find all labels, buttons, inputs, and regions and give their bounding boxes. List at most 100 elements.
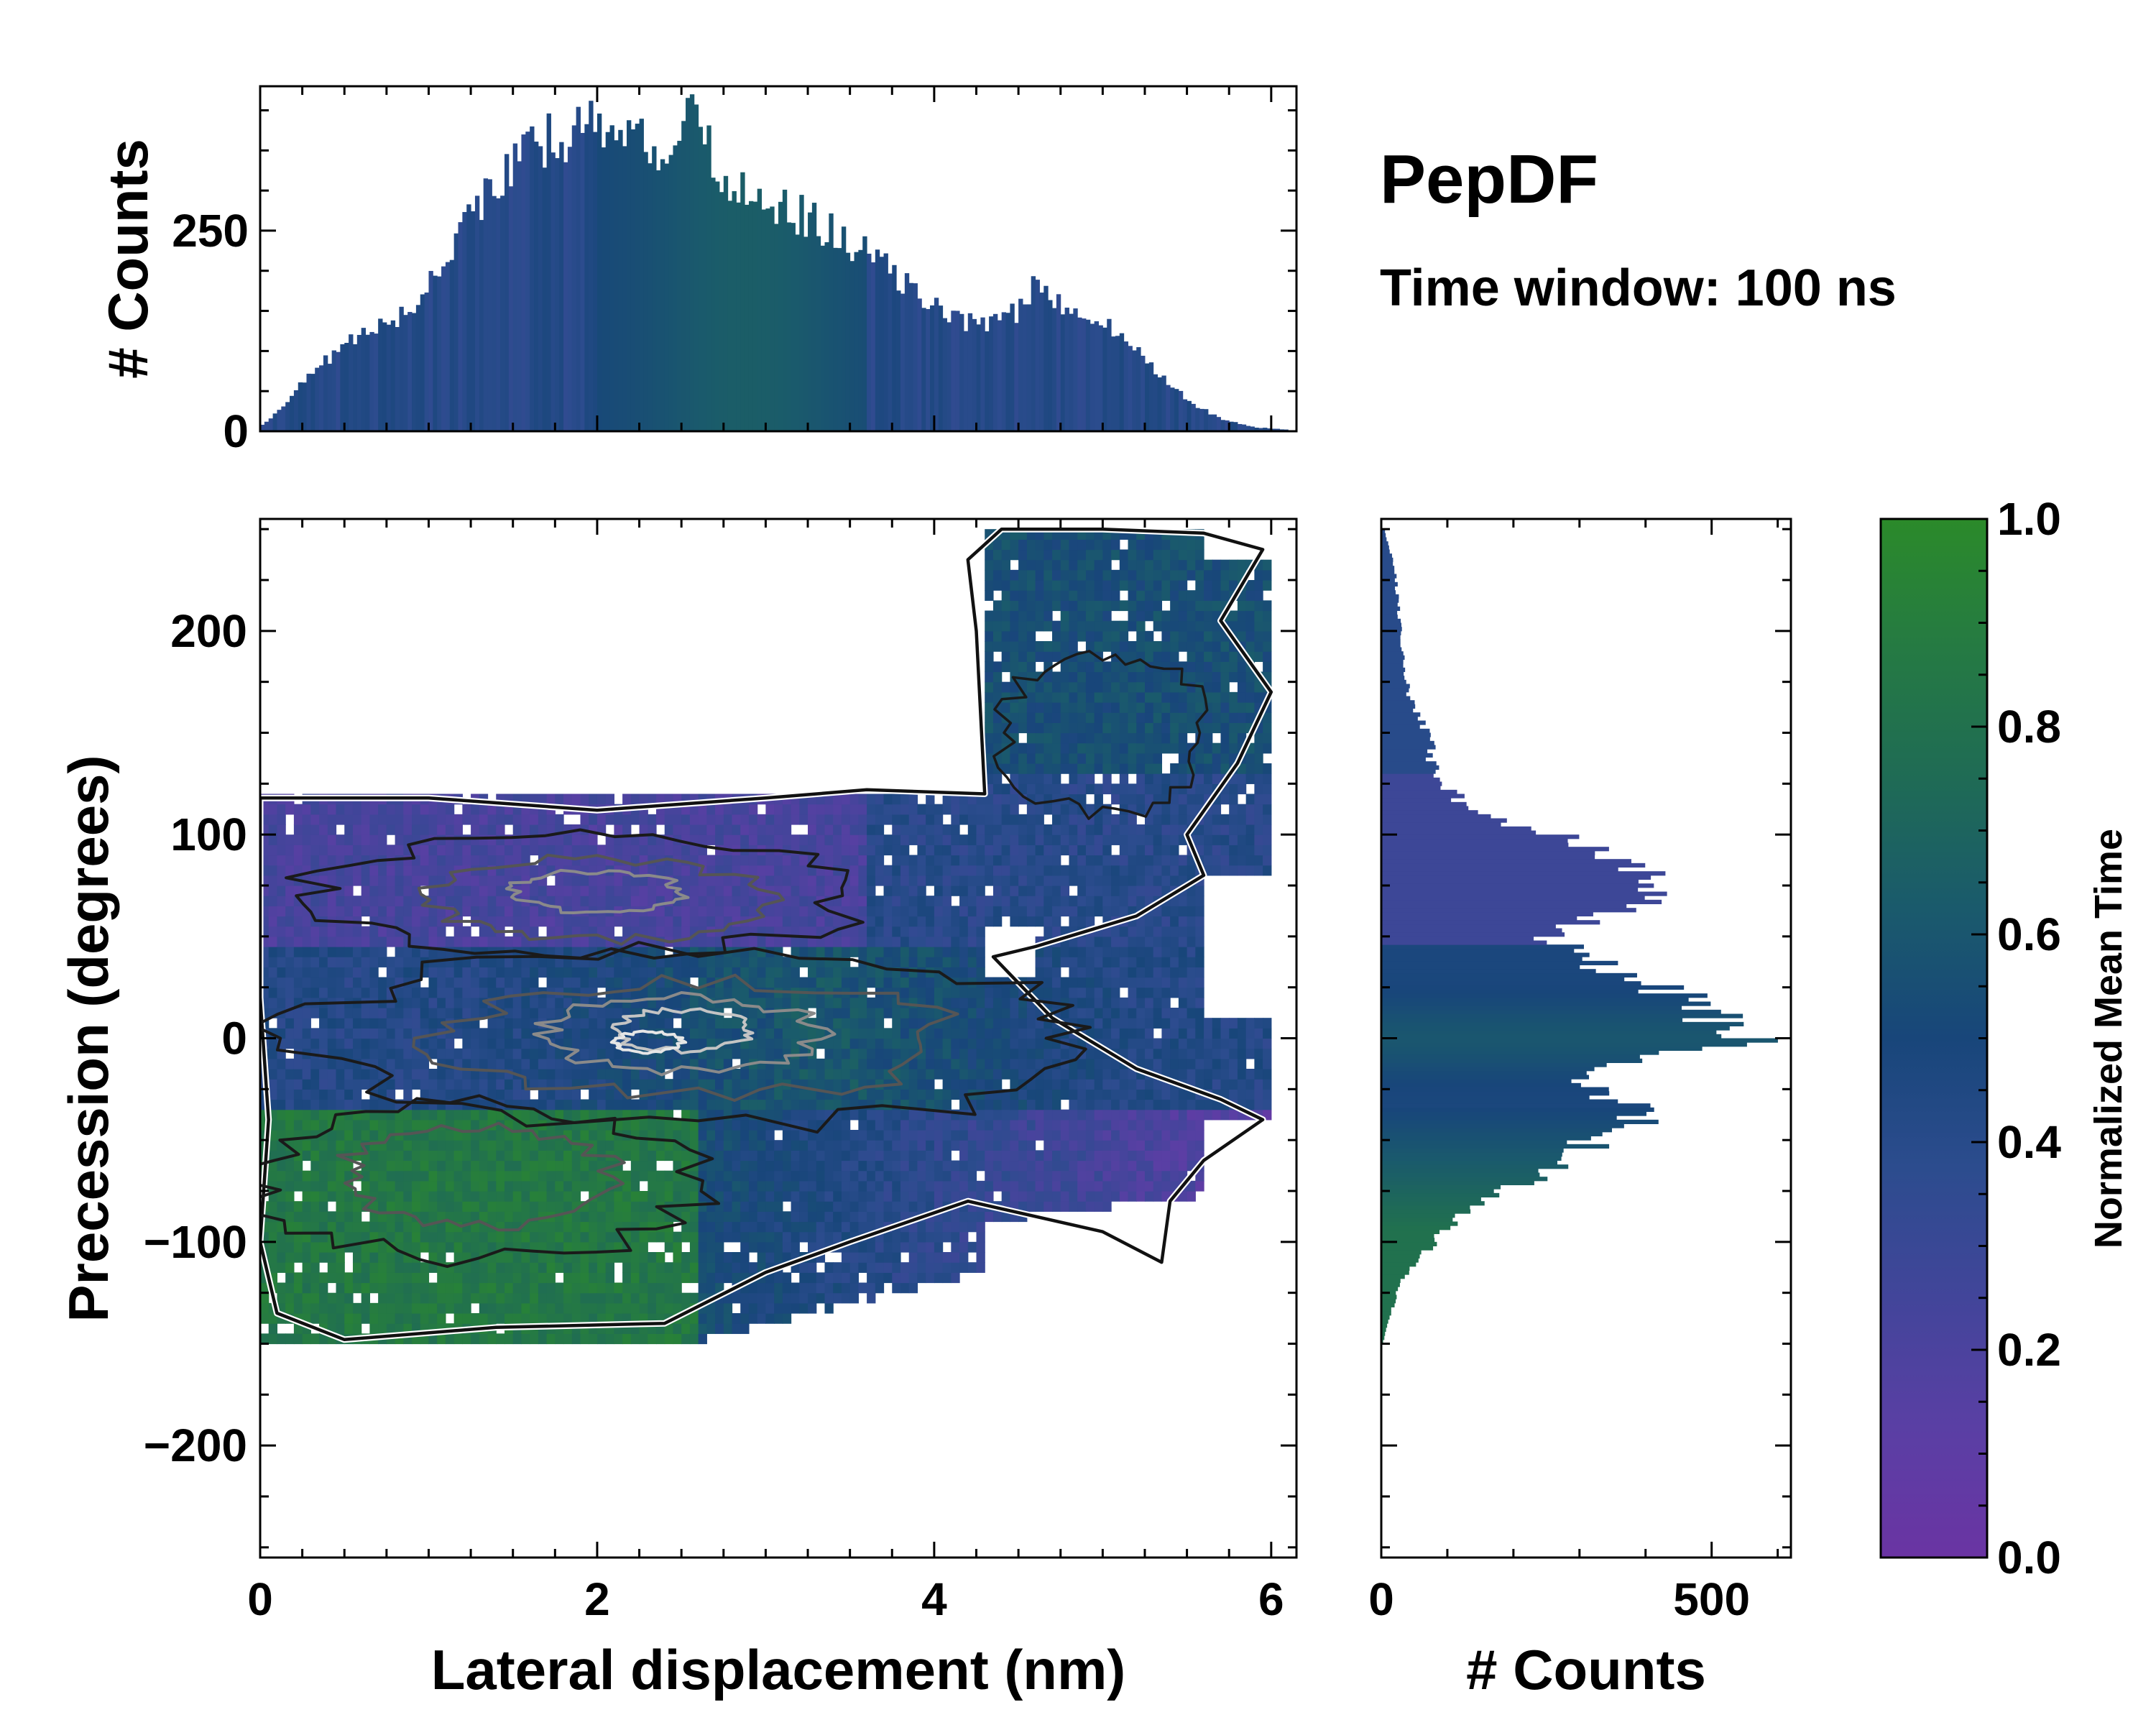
heatmap-cell	[589, 1252, 598, 1263]
heatmap-cell	[892, 865, 901, 876]
heatmap-cell	[900, 1018, 910, 1029]
heatmap-cell	[875, 1140, 885, 1151]
heatmap-cell	[622, 1069, 632, 1080]
heatmap-cell	[833, 794, 842, 805]
heatmap-cell	[664, 1048, 674, 1059]
heatmap-cell	[926, 1241, 935, 1253]
heatmap-cell	[849, 1130, 859, 1141]
heatmap-cell	[849, 865, 859, 876]
heatmap-cell	[1010, 590, 1019, 601]
heatmap-cell	[563, 977, 573, 988]
heatmap-cell	[824, 875, 834, 886]
heatmap-cell	[917, 1069, 926, 1080]
heatmap-cell	[479, 1241, 489, 1253]
heatmap-cell	[479, 1028, 489, 1039]
heatmap-cell	[395, 865, 404, 876]
heatmap-cell	[992, 641, 1003, 652]
heatmap-cell	[892, 794, 901, 805]
heatmap-cell	[867, 845, 876, 856]
heatmap-cell	[453, 1069, 463, 1080]
heatmap-cell	[571, 1272, 581, 1284]
heatmap-cell	[361, 1160, 370, 1172]
heatmap-cell	[546, 1272, 556, 1284]
heatmap-cell	[538, 824, 548, 835]
heatmap-cell	[428, 1191, 438, 1202]
heatmap-cell	[639, 886, 648, 896]
heatmap-cell	[336, 1323, 345, 1334]
heatmap-cell	[471, 936, 480, 947]
heatmap-cell	[799, 916, 808, 927]
heatmap-cell	[521, 1008, 530, 1018]
heatmap-cell	[992, 804, 1003, 815]
heatmap-cell	[571, 1028, 581, 1039]
heatmap-cell	[487, 957, 497, 967]
heatmap-cell	[959, 814, 969, 825]
heatmap-cell	[369, 875, 379, 886]
heatmap-cell	[656, 1180, 665, 1192]
heatmap-cell	[664, 1323, 674, 1334]
heatmap-cell	[386, 886, 396, 896]
heatmap-cell	[791, 1140, 800, 1151]
heatmap-cell	[867, 896, 876, 906]
heatmap-cell	[546, 916, 556, 927]
heatmap-cell	[992, 1180, 1003, 1192]
heatmap-cell	[530, 997, 539, 1008]
heatmap-cell	[976, 845, 985, 856]
top-histogram-bar	[630, 129, 636, 432]
heatmap-cell	[369, 906, 379, 917]
heatmap-cell	[589, 1221, 598, 1233]
heatmap-cell	[319, 824, 328, 835]
heatmap-cell	[867, 1089, 876, 1100]
top-histogram-bar	[563, 162, 568, 432]
heatmap-cell	[757, 967, 767, 978]
heatmap-cell	[926, 794, 935, 805]
heatmap-cell	[361, 987, 370, 998]
heatmap-cell	[471, 1038, 480, 1049]
heatmap-cell	[689, 1069, 699, 1080]
heatmap-cell	[277, 916, 286, 927]
heatmap-cell	[824, 1130, 834, 1141]
heatmap-cell	[858, 875, 867, 886]
top-histogram-bar	[900, 293, 906, 431]
heatmap-cell	[277, 865, 286, 876]
top-histogram-bar	[369, 331, 374, 431]
heatmap-cell	[386, 957, 396, 967]
heatmap-cell	[774, 1140, 783, 1151]
heatmap-cell	[748, 1211, 758, 1223]
heatmap-cell	[892, 1048, 901, 1059]
heatmap-cell	[352, 1038, 362, 1049]
heatmap-cell	[310, 1140, 320, 1151]
heatmap-cell	[934, 834, 944, 845]
heatmap-cell	[985, 997, 994, 1008]
heatmap-cell	[900, 926, 910, 937]
heatmap-cell	[512, 1333, 522, 1345]
top-histogram-bar	[483, 178, 489, 432]
heatmap-cell	[344, 1191, 354, 1202]
heatmap-cell	[327, 1180, 337, 1192]
top-histogram-bar	[829, 213, 834, 431]
heatmap-cell	[833, 834, 842, 845]
heatmap-cell	[900, 896, 910, 906]
heatmap-cell	[959, 855, 969, 866]
heatmap-cell	[395, 1231, 404, 1243]
heatmap-cell	[369, 936, 379, 947]
heatmap-cell	[849, 804, 859, 815]
heatmap-cell	[824, 997, 834, 1008]
heatmap-cell	[403, 865, 413, 876]
heatmap-cell	[673, 1180, 682, 1192]
heatmap-cell	[369, 977, 379, 988]
heatmap-cell	[867, 1282, 876, 1294]
heatmap-cell	[934, 1048, 944, 1059]
heatmap-cell	[1010, 742, 1019, 754]
heatmap-cell	[858, 1252, 867, 1263]
heatmap-cell	[757, 1069, 767, 1080]
heatmap-cell	[875, 1211, 885, 1223]
heatmap-cell	[681, 886, 691, 896]
heatmap-cell	[639, 1119, 648, 1131]
top-histogram-bar	[668, 155, 673, 432]
heatmap-cell	[605, 957, 614, 967]
heatmap-cell	[875, 814, 885, 825]
heatmap-cell	[302, 1170, 311, 1182]
heatmap-cell	[883, 1150, 893, 1162]
heatmap-cell	[310, 1028, 320, 1039]
